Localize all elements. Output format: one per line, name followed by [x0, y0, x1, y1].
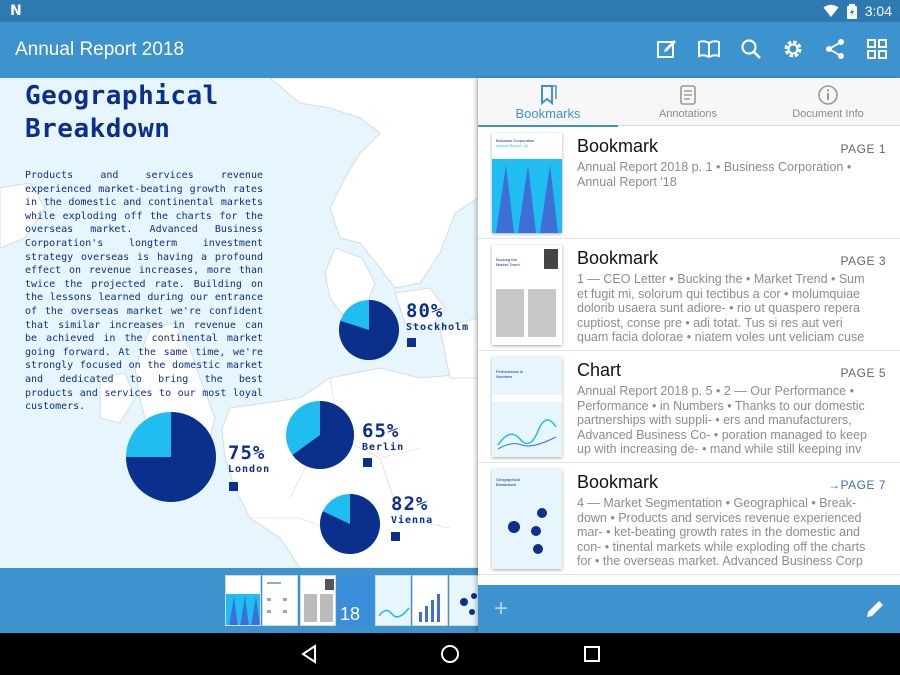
city-stockholm: Stockholm	[406, 322, 470, 333]
list-item-bookmark-page-3[interactable]: Bucking the Market Trend Bookmark PAGE 3…	[478, 239, 900, 351]
item-thumbnail: Business Corporation Annual Report '18	[492, 133, 562, 233]
item-thumbnail: Geographical Breakdown	[492, 469, 562, 569]
strip-thumb-page-2[interactable]	[262, 575, 298, 626]
strip-thumb-page-7[interactable]	[449, 575, 478, 626]
app-bar: Annual Report 2018	[0, 22, 900, 78]
item-title: Bookmark	[577, 248, 659, 268]
info-icon	[818, 85, 838, 105]
pie-slice-london	[126, 412, 216, 502]
page-body-text: Products and services revenue experience…	[25, 170, 263, 413]
pct-london: 75%	[228, 442, 266, 464]
pie-slice-berlin	[292, 401, 354, 469]
strip-thumb-page-3[interactable]	[300, 575, 336, 626]
pie-vienna	[320, 494, 381, 554]
tab-label: Annotations	[658, 108, 718, 120]
share-button[interactable]	[822, 36, 848, 62]
pie-berlin	[286, 401, 354, 469]
search-icon	[741, 39, 761, 59]
search-button[interactable]	[738, 36, 764, 62]
item-page-current: →PAGE 7	[828, 478, 886, 492]
marker-vienna	[391, 532, 400, 541]
reader-view-button[interactable]	[696, 36, 722, 62]
item-page: PAGE 1	[840, 142, 886, 156]
list-item-bookmark-page-7[interactable]: Geographical Breakdown Bookmark →PAGE 7 …	[478, 463, 900, 575]
outline-panel: Bookmarks Annotations Document Info Busi…	[478, 78, 900, 633]
item-title: Bookmark	[577, 136, 659, 156]
share-icon	[826, 39, 844, 59]
pct-vienna: 82%	[391, 493, 429, 515]
back-icon[interactable]	[297, 642, 321, 666]
status-bar: N 3:04	[0, 0, 900, 22]
document-page[interactable]: Geographical Breakdown Products and serv…	[0, 78, 478, 568]
pie-slice-stockholm	[338, 300, 400, 360]
item-description: Annual Report 2018 p. 1 • Business Corpo…	[577, 160, 852, 189]
tab-annotations[interactable]: Annotations	[618, 78, 758, 126]
edit-bookmarks-icon[interactable]	[864, 598, 886, 620]
tab-label: Bookmarks	[515, 106, 581, 121]
system-nav-bar	[0, 633, 900, 675]
book-icon	[698, 40, 720, 59]
item-description: 4 — Market Segmentation • Geographical •…	[577, 496, 866, 569]
settings-button[interactable]	[780, 36, 806, 62]
label-london: 75% London	[228, 443, 270, 476]
annotations-icon	[680, 85, 696, 105]
home-icon[interactable]	[438, 642, 462, 666]
battery-icon	[846, 3, 857, 19]
pie-london	[126, 412, 216, 502]
pct-stockholm: 80%	[406, 300, 444, 322]
marker-berlin	[363, 458, 372, 467]
document-title: Annual Report 2018	[15, 39, 185, 60]
strip-thumb-page-4-current[interactable]: 18	[337, 575, 373, 626]
strip-thumb-page-5[interactable]	[375, 575, 411, 626]
grid-icon	[867, 39, 887, 59]
strip-thumb-page-6[interactable]	[412, 575, 448, 626]
item-thumbnail: Performance in Numbers	[492, 357, 562, 457]
tab-bookmarks[interactable]: Bookmarks	[478, 78, 618, 127]
city-vienna: Vienna	[391, 515, 434, 526]
notification-logo-icon: N	[10, 3, 22, 19]
marker-london	[229, 482, 238, 491]
pie-stockholm	[338, 300, 400, 360]
edit-button[interactable]	[654, 36, 680, 62]
list-item-chart-page-5[interactable]: Performance in Numbers Chart PAGE 5 Annu…	[478, 351, 900, 463]
recents-icon[interactable]	[580, 642, 604, 666]
strip-thumb-page-1[interactable]	[225, 575, 261, 626]
item-description: Annual Report 2018 p. 5 • 2 — Our Perfor…	[577, 384, 867, 457]
pct-berlin: 65%	[362, 420, 400, 442]
list-item-bookmark-page-1[interactable]: Business Corporation Annual Report '18 B…	[478, 127, 900, 239]
edit-icon	[657, 40, 676, 58]
wifi-icon	[823, 4, 839, 17]
thumbnail-grid-button[interactable]	[864, 36, 890, 62]
item-description: 1 — CEO Letter • Bucking the • Market Tr…	[577, 272, 865, 345]
current-page-badge: 18	[340, 604, 361, 624]
pie-slice-vienna	[320, 494, 381, 554]
panel-bottom-bar: +	[478, 585, 900, 633]
label-berlin: 65% Berlin	[362, 421, 404, 454]
tab-document-info[interactable]: Document Info	[758, 78, 898, 126]
item-page: PAGE 5	[840, 366, 886, 380]
bookmark-list: Business Corporation Annual Report '18 B…	[478, 127, 900, 585]
item-page: PAGE 3	[840, 254, 886, 268]
item-title: Chart	[577, 360, 622, 380]
add-bookmark-button[interactable]: +	[494, 595, 509, 622]
pie-chart-layer	[126, 300, 400, 554]
page-heading: Geographical Breakdown	[25, 81, 219, 144]
thumbnail-strip[interactable]: 18	[0, 568, 478, 633]
tab-label: Document Info	[792, 108, 864, 120]
city-berlin: Berlin	[362, 442, 405, 453]
clock: 3:04	[864, 3, 892, 19]
settings-icon	[784, 40, 802, 58]
item-title: Bookmark	[577, 472, 659, 492]
item-thumbnail: Bucking the Market Trend	[492, 245, 562, 345]
label-vienna: 82% Vienna	[391, 494, 433, 527]
marker-stockholm	[407, 338, 416, 347]
label-stockholm: 80% Stockholm	[406, 301, 469, 334]
panel-tabs: Bookmarks Annotations Document Info	[478, 78, 900, 127]
arrow-right-icon: →	[828, 478, 841, 492]
bookmark-icon	[541, 85, 557, 106]
city-london: London	[228, 464, 271, 475]
